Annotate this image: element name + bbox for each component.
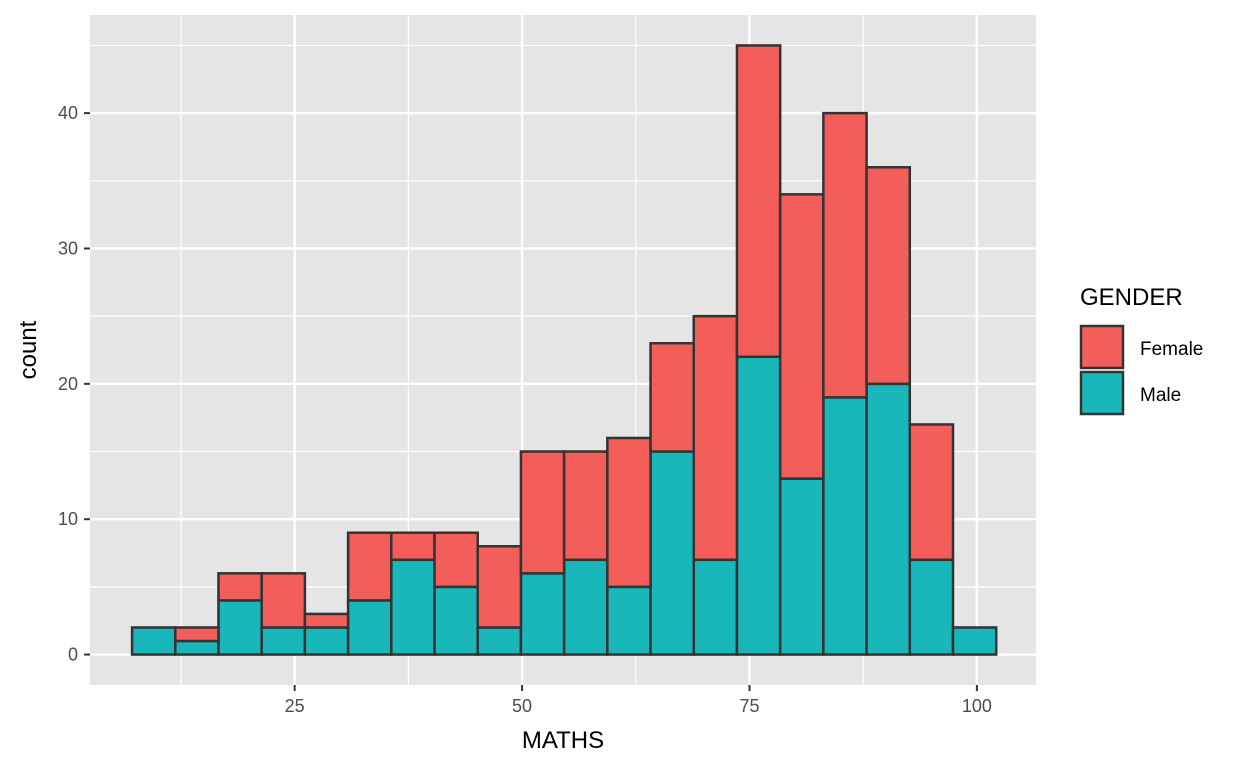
bar-male (390, 558, 436, 656)
bar-female (649, 341, 696, 453)
bar-male (951, 626, 998, 656)
bar-male (174, 639, 220, 656)
bar-male (476, 626, 523, 656)
bar-female (519, 450, 566, 575)
bar-female (692, 314, 739, 562)
bar-male (606, 585, 652, 656)
bar-male (217, 599, 263, 656)
bar-female (260, 572, 307, 629)
bar-female (476, 545, 523, 629)
bar-male (260, 626, 307, 656)
bar-male (130, 626, 177, 656)
y-tick-label: 20 (58, 374, 78, 394)
bar-male (303, 626, 350, 656)
bar-female (822, 111, 868, 399)
bar-male (865, 382, 912, 656)
bar-female (433, 531, 479, 589)
bar-female (908, 423, 955, 562)
bar-female (606, 436, 652, 589)
legend: GENDER Female Male (1079, 284, 1203, 416)
legend-label-female: Female (1140, 339, 1203, 360)
bar-male (519, 572, 566, 656)
y-tick-label: 0 (68, 645, 78, 665)
bar-male (562, 558, 609, 656)
y-tick-label: 40 (58, 103, 78, 123)
bar-female (217, 572, 263, 602)
x-tick-label: 75 (739, 696, 759, 716)
x-tick-label: 25 (285, 696, 305, 716)
bar-layer (130, 44, 998, 656)
y-tick-label: 10 (58, 509, 78, 529)
bar-female (303, 612, 350, 629)
x-tick-label: 50 (512, 696, 532, 716)
bar-female (735, 44, 782, 359)
legend-label-male: Male (1140, 385, 1181, 406)
bar-male (822, 396, 868, 656)
legend-key-male (1079, 370, 1125, 416)
legend-title: GENDER (1080, 284, 1183, 311)
legend-key-female (1079, 324, 1125, 370)
bar-female (562, 450, 609, 562)
bar-male (433, 585, 479, 656)
bar-female (174, 626, 220, 643)
bar-female (778, 193, 825, 480)
bar-female (865, 166, 912, 386)
bar-female (390, 531, 436, 562)
x-axis-title: MATHS (522, 727, 604, 754)
bar-male (778, 477, 825, 656)
bar-male (735, 355, 782, 656)
x-tick-label: 100 (962, 696, 992, 716)
axis-layer: 25 50 75 100 0 10 20 30 40 (58, 103, 992, 716)
bar-male (346, 599, 393, 656)
bar-male (649, 450, 696, 656)
y-tick-label: 30 (58, 238, 78, 258)
bar-female (346, 531, 393, 602)
y-axis-title: count (15, 320, 42, 379)
bar-male (692, 558, 739, 656)
bar-male (908, 558, 955, 656)
